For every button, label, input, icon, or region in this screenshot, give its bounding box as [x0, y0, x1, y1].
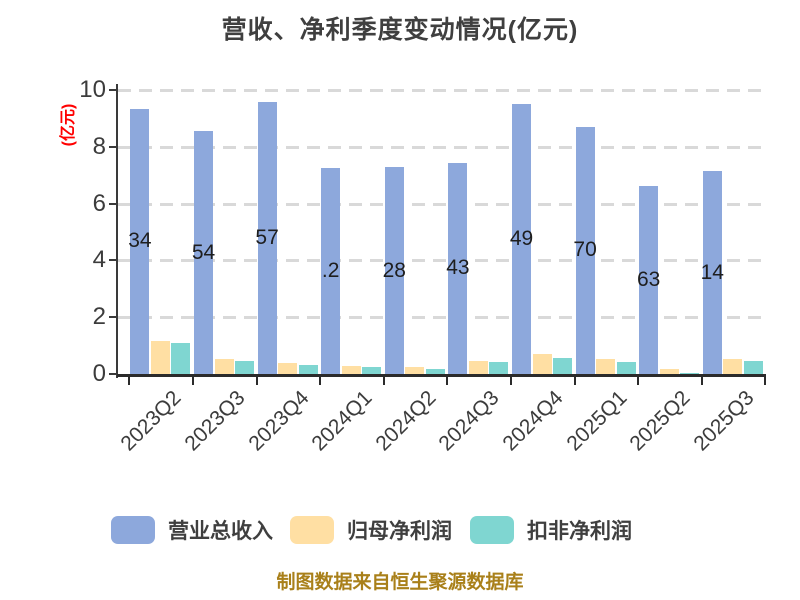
non-gaap-profit-bar: [616, 361, 636, 374]
non-gaap-profit-bar: [680, 372, 700, 374]
non-gaap-profit-bar: [362, 367, 382, 374]
legend-label: 归母净利润: [347, 520, 452, 543]
legend-item: 扣非净利润: [470, 516, 632, 544]
revenue-bar: [257, 102, 277, 374]
non-gaap-profit-bar: [489, 362, 509, 374]
legend-swatch: [111, 516, 155, 544]
x-axis-tick: [637, 377, 640, 385]
gridline: [118, 145, 766, 149]
legend-label: 营业总收入: [168, 520, 273, 543]
net-profit-bar: [659, 369, 679, 374]
legend-swatch: [470, 516, 514, 544]
x-axis-tick: [573, 377, 576, 385]
y-axis-tick-label: 2: [92, 303, 106, 331]
x-axis-tick: [192, 377, 194, 385]
net-profit-bar: [596, 359, 616, 374]
revenue-bar: [194, 131, 213, 374]
revenue-bar: [448, 162, 468, 374]
revenue-bar: [575, 126, 595, 374]
y-axis-tick-label: 0: [92, 360, 106, 387]
bar-value-label: 63: [637, 267, 661, 291]
y-axis-tick: [109, 145, 117, 148]
bar-value-label: .2: [321, 259, 340, 283]
x-axis-tick: [319, 377, 322, 385]
data-source-note: 制图数据来自恒生聚源数据库: [276, 572, 524, 593]
net-profit-bar: [150, 341, 170, 374]
x-axis-tick: [255, 377, 258, 385]
x-axis-tick: [764, 377, 767, 385]
y-axis-tick-label: 6: [92, 189, 106, 217]
y-axis-tick: [109, 316, 117, 319]
y-axis-tick-label: 10: [79, 76, 106, 103]
bar-value-label: 49: [509, 227, 534, 251]
bar-value-label: 54: [191, 240, 216, 264]
bar-value-label: 70: [573, 238, 597, 262]
bar-value-label: 43: [446, 256, 470, 280]
x-axis-tick: [510, 377, 512, 385]
legend-item: 归母净利润: [290, 516, 452, 544]
non-gaap-profit-bar: [235, 360, 254, 374]
non-gaap-profit-bar: [553, 357, 572, 374]
y-axis-tick-label: 4: [92, 246, 106, 274]
x-axis-line: [117, 374, 766, 377]
non-gaap-profit-bar: [425, 368, 445, 374]
gridline: [118, 259, 766, 263]
non-gaap-profit-bar: [743, 360, 763, 374]
revenue-bar: [512, 104, 531, 374]
y-axis-tick: [109, 373, 117, 375]
x-axis-tick: [446, 377, 449, 385]
bar-value-label: 34: [128, 229, 152, 253]
y-axis-tick: [109, 259, 117, 262]
revenue-bar: [702, 171, 722, 374]
net-profit-bar: [723, 358, 743, 374]
revenue-bar: [639, 185, 659, 374]
gridline: [118, 316, 766, 320]
legend-swatch: [290, 516, 334, 544]
net-profit-bar: [468, 360, 488, 374]
revenue-bar: [321, 168, 341, 374]
net-profit-bar: [214, 359, 234, 374]
y-axis-tick-label: 8: [92, 132, 106, 160]
revenue-bar: [384, 167, 404, 374]
legend-label: 扣非净利润: [527, 520, 632, 543]
gridline: [118, 89, 766, 92]
x-axis-tick: [382, 377, 385, 385]
non-gaap-profit-bar: [171, 342, 191, 374]
bar-value-label: 57: [255, 226, 279, 250]
bar-value-label: 28: [382, 258, 406, 282]
non-gaap-profit-bar: [298, 364, 318, 374]
bar-value-label: 14: [700, 260, 724, 284]
y-axis-line: [116, 84, 118, 378]
legend-item: 营业总收入: [111, 516, 273, 544]
net-profit-bar: [405, 366, 425, 374]
y-axis-tick: [109, 202, 117, 205]
gridline: [118, 202, 766, 206]
y-axis-tick: [109, 89, 117, 91]
x-axis-tick: [128, 377, 131, 385]
net-profit-bar: [278, 363, 298, 374]
net-profit-bar: [532, 353, 552, 374]
net-profit-bar: [341, 366, 361, 374]
x-axis-tick: [700, 377, 703, 385]
revenue-bar: [130, 108, 150, 374]
chart-title: 营收、净利季度变动情况(亿元): [221, 16, 579, 44]
